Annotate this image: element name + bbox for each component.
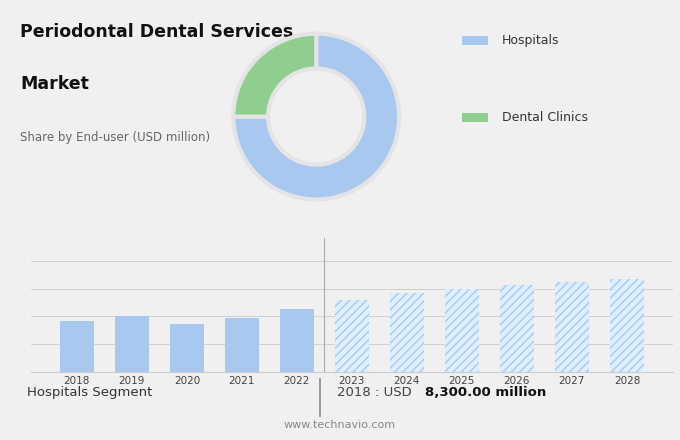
Bar xyxy=(610,279,644,372)
Bar xyxy=(115,316,149,372)
Bar xyxy=(335,300,369,372)
Bar xyxy=(60,321,94,372)
Text: 8,300.00 million: 8,300.00 million xyxy=(425,386,546,399)
Bar xyxy=(610,279,644,372)
Bar xyxy=(390,293,424,372)
Bar xyxy=(170,324,204,372)
Text: www.technavio.com: www.technavio.com xyxy=(284,420,396,430)
Bar xyxy=(555,282,589,372)
Bar xyxy=(280,309,314,372)
Bar xyxy=(335,300,369,372)
Bar xyxy=(500,285,534,372)
Wedge shape xyxy=(233,34,316,117)
Wedge shape xyxy=(233,34,399,199)
Text: Hospitals Segment: Hospitals Segment xyxy=(27,386,152,399)
Bar xyxy=(390,293,424,372)
Bar xyxy=(445,289,479,372)
Text: Market: Market xyxy=(20,75,89,93)
Bar xyxy=(445,289,479,372)
Bar xyxy=(555,282,589,372)
FancyBboxPatch shape xyxy=(462,36,488,45)
Text: 2018 : USD: 2018 : USD xyxy=(337,386,415,399)
Text: Dental Clinics: Dental Clinics xyxy=(502,111,588,124)
Bar xyxy=(500,285,534,372)
Text: Hospitals: Hospitals xyxy=(502,34,559,47)
Text: Share by End-user (USD million): Share by End-user (USD million) xyxy=(20,131,211,143)
Bar xyxy=(225,318,259,372)
FancyBboxPatch shape xyxy=(462,113,488,122)
Text: Periodontal Dental Services: Periodontal Dental Services xyxy=(20,23,294,41)
